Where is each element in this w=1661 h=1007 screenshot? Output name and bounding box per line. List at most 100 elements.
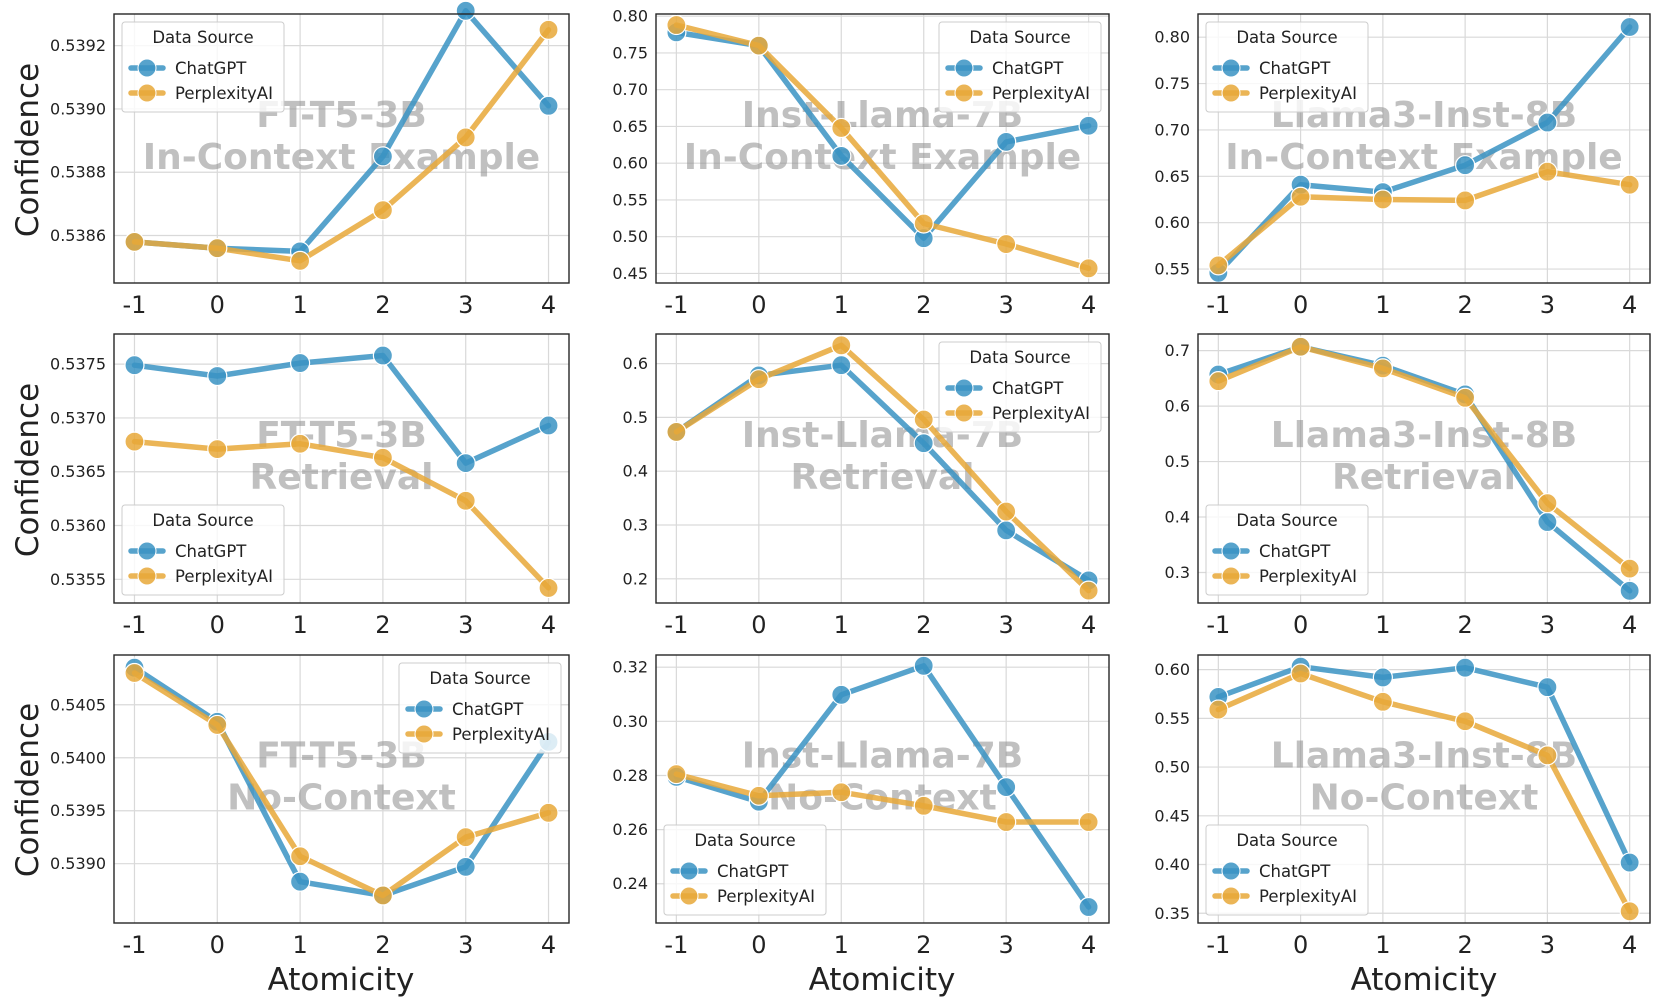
data-point-perplexityai [1455, 711, 1476, 732]
data-point-chatgpt [1455, 657, 1476, 678]
legend-box [1205, 504, 1369, 596]
data-point-chatgpt [1537, 511, 1558, 533]
data-point-perplexityai [124, 662, 145, 684]
series-line-perplexityai [673, 771, 1092, 825]
xlabel-col-2: Atomicity [809, 962, 956, 998]
legend-entry: PerplexityAI [992, 84, 1090, 103]
x-tick-label: 0 [1293, 291, 1308, 319]
y-tick-label: 0.28 [612, 766, 648, 785]
series-line-perplexityai [673, 22, 1092, 272]
series-line-chatgpt [131, 352, 552, 466]
data-point-perplexityai [538, 19, 559, 40]
data-point-perplexityai [289, 433, 311, 454]
panel-title-setting: In-Context Example [143, 137, 540, 178]
panel-title-model: Llama3-Inst-8B [1271, 415, 1577, 456]
y-tick-label: 0.65 [1154, 167, 1190, 186]
y-tick-label: 0.5390 [50, 99, 106, 118]
legend-entry: ChatGPT [175, 542, 247, 561]
y-tick-label: 0.55 [1154, 260, 1190, 279]
legend-box [398, 662, 562, 754]
x-tick-label: 1 [834, 611, 849, 639]
data-point-perplexityai [1078, 811, 1099, 833]
series-line-perplexityai [131, 670, 552, 899]
x-tick-label: 4 [1081, 931, 1096, 959]
y-tick-label: 0.35 [1154, 904, 1190, 923]
y-tick-label: 0.2 [623, 569, 648, 588]
y-tick-label: 0.55 [1154, 709, 1190, 728]
ylabel-row-2: Confidence [10, 383, 46, 557]
x-tick-label: -1 [1206, 931, 1230, 959]
data-point-perplexityai [1290, 186, 1311, 207]
data-point-perplexityai [1619, 558, 1640, 579]
x-tick-label: 3 [458, 611, 473, 639]
legend-swatch-marker [679, 886, 699, 906]
panel-title-model: Llama3-Inst-8B [1271, 736, 1577, 777]
x-tick-label: 1 [292, 291, 307, 319]
x-tick-label: 3 [999, 291, 1014, 319]
x-tick-label: 0 [210, 611, 225, 639]
data-point-perplexityai [124, 431, 145, 452]
data-point-perplexityai [455, 827, 476, 848]
data-point-chatgpt [1537, 677, 1558, 698]
plot-frame [1197, 654, 1651, 924]
y-tick-label: 0.5 [623, 408, 648, 427]
legend: Data Source ChatGPT PerplexityAI [121, 504, 285, 596]
data-point-chatgpt [996, 520, 1017, 541]
y-tick-label: 0.5360 [50, 516, 106, 535]
x-tick-label: 1 [834, 291, 849, 319]
plot-frame [113, 333, 570, 604]
y-tick-label: 0.3 [1165, 563, 1190, 582]
y-tick-label: 0.60 [612, 154, 648, 173]
legend: Data Source ChatGPT PerplexityAI [1205, 824, 1369, 916]
legend-swatch-marker [414, 724, 434, 744]
x-tick-label: 4 [541, 611, 556, 639]
y-tick-label: 0.40 [1154, 855, 1190, 874]
data-point-perplexityai [372, 885, 394, 906]
legend-title: Data Source [1236, 28, 1337, 47]
x-tick-label: 2 [375, 611, 390, 639]
legend-entry: PerplexityAI [1259, 567, 1357, 586]
data-point-perplexityai [996, 501, 1017, 522]
y-tick-label: 0.24 [612, 874, 648, 893]
x-tick-label: 0 [751, 611, 766, 639]
data-point-perplexityai [913, 409, 934, 430]
x-tick-label: 3 [458, 291, 473, 319]
legend-box [938, 341, 1102, 433]
x-tick-label: 3 [999, 611, 1014, 639]
y-tick-label: 0.60 [1154, 213, 1190, 232]
x-tick-label: 4 [1622, 611, 1637, 639]
legend-title: Data Source [969, 28, 1070, 47]
y-tick-label: 0.4 [1165, 508, 1190, 527]
series-line-chatgpt [673, 663, 1092, 910]
x-tick-label: 2 [375, 931, 390, 959]
data-point-perplexityai [372, 200, 394, 221]
data-point-chatgpt [913, 433, 934, 454]
data-point-perplexityai [666, 421, 687, 443]
data-point-chatgpt [913, 655, 934, 676]
legend-entry: PerplexityAI [452, 725, 550, 744]
legend-entry: ChatGPT [452, 700, 524, 719]
legend-entry: ChatGPT [1259, 59, 1331, 78]
y-tick-label: 0.32 [612, 658, 648, 677]
panel-title-setting: No-Context [1310, 778, 1539, 819]
x-tick-label: 2 [916, 291, 931, 319]
legend-entry: PerplexityAI [717, 887, 815, 906]
data-point-perplexityai [1619, 901, 1640, 922]
y-tick-label: 0.50 [1154, 758, 1190, 777]
legend-title: Data Source [152, 28, 253, 47]
data-point-perplexityai [207, 439, 228, 460]
legend-title: Data Source [969, 348, 1070, 367]
panel-7: FT-T5-3BNo-Context0.53900.53950.54000.54… [50, 654, 570, 959]
legend-swatch-marker [1221, 861, 1241, 881]
x-tick-label: 3 [1540, 291, 1555, 319]
series-line-perplexityai [1215, 344, 1633, 572]
data-point-chatgpt [1455, 155, 1476, 176]
y-tick-label: 0.26 [612, 820, 648, 839]
legend-entry: PerplexityAI [1259, 84, 1357, 103]
data-point-chatgpt [1619, 16, 1640, 38]
